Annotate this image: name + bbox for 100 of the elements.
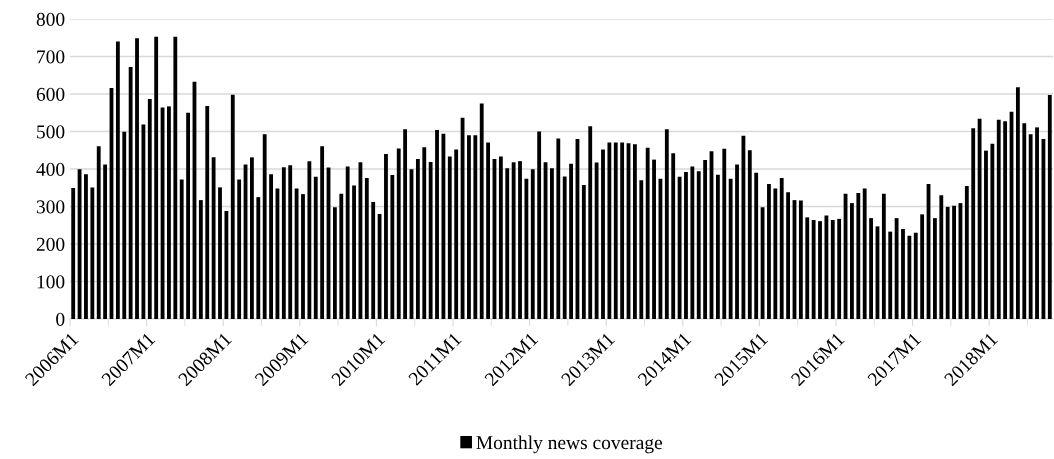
bar <box>467 135 471 319</box>
bar <box>313 176 318 319</box>
bar <box>262 134 267 319</box>
bar <box>703 160 708 319</box>
bar <box>364 178 369 319</box>
bar <box>269 174 273 319</box>
bar <box>186 112 190 319</box>
bar <box>96 146 101 319</box>
bar <box>294 188 299 319</box>
bar <box>237 179 242 319</box>
bar <box>684 172 688 319</box>
bar <box>352 185 356 319</box>
bar <box>901 229 905 319</box>
bar <box>722 148 727 319</box>
bar <box>435 130 439 319</box>
bar <box>767 184 771 319</box>
bar <box>945 206 950 319</box>
bar <box>690 166 695 319</box>
bar <box>856 193 861 319</box>
bar <box>307 161 312 319</box>
bar <box>524 178 529 319</box>
bar <box>518 161 522 319</box>
bar <box>288 165 293 319</box>
bar <box>824 215 829 319</box>
bar <box>581 185 586 319</box>
bar <box>198 200 203 319</box>
bar <box>664 129 669 319</box>
bar <box>894 218 899 319</box>
bar <box>805 217 810 319</box>
bar <box>933 218 937 319</box>
bar <box>224 211 229 319</box>
bar <box>907 235 912 319</box>
bar <box>230 94 235 319</box>
bar <box>779 178 784 319</box>
bar <box>715 174 720 319</box>
bar <box>939 195 944 319</box>
y-tick-label: 300 <box>36 200 65 214</box>
bar <box>128 67 133 319</box>
bar <box>881 193 886 319</box>
bar <box>103 164 108 319</box>
bar <box>84 174 88 319</box>
bar <box>588 126 593 319</box>
bar <box>1047 95 1052 319</box>
bar <box>671 153 676 319</box>
bar <box>147 98 152 319</box>
bar <box>205 106 210 319</box>
bar <box>122 131 127 319</box>
bar <box>250 157 254 319</box>
bar <box>652 159 656 319</box>
bar <box>850 203 854 319</box>
bar <box>888 231 893 319</box>
bar <box>403 129 408 319</box>
bar <box>332 207 337 319</box>
bar <box>479 103 484 319</box>
bar <box>281 167 286 319</box>
bar <box>639 180 644 319</box>
bar <box>384 154 388 319</box>
bar <box>167 106 171 319</box>
bar <box>339 193 344 319</box>
bar <box>990 143 995 319</box>
bar <box>396 148 401 319</box>
y-tick-label: 200 <box>36 237 65 251</box>
bar <box>569 163 573 319</box>
bar <box>811 220 816 319</box>
bar <box>135 38 139 319</box>
bar <box>218 187 222 319</box>
bar <box>320 146 325 319</box>
bar <box>486 142 491 319</box>
bar <box>415 158 420 319</box>
bar <box>837 218 842 319</box>
bar <box>754 172 759 319</box>
bar <box>601 149 605 319</box>
bar <box>996 119 1001 319</box>
bar <box>862 188 867 319</box>
bar <box>511 162 516 319</box>
bar <box>735 164 739 319</box>
bar <box>422 147 427 319</box>
bar <box>562 176 567 319</box>
bar <box>256 197 261 319</box>
y-tick-label: 400 <box>36 162 65 176</box>
bar <box>645 147 650 319</box>
bar <box>818 221 822 319</box>
bar <box>141 124 146 319</box>
bar <box>154 36 159 319</box>
bar <box>773 188 778 319</box>
y-tick-label: 700 <box>37 50 65 64</box>
bar <box>984 150 988 319</box>
bar <box>920 214 925 319</box>
bar <box>594 162 599 319</box>
bar <box>371 202 376 319</box>
bar <box>301 194 305 319</box>
bar <box>390 175 395 319</box>
bar <box>913 232 918 319</box>
bar <box>1015 87 1020 319</box>
bar <box>530 169 535 319</box>
bar <box>505 168 510 319</box>
bar <box>677 176 682 319</box>
bar <box>786 192 791 319</box>
bar <box>632 144 637 319</box>
legend-label: Monthly news coverage <box>476 435 663 454</box>
